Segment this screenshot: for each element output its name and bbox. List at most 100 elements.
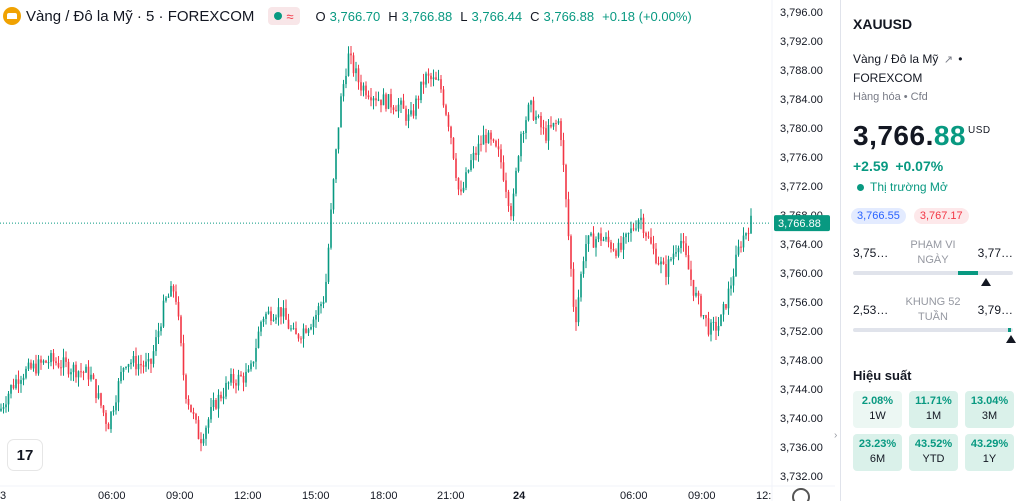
candle-body — [610, 242, 612, 249]
symbol-description: Vàng / Đô la Mỹ ↗ • FOREXCOM — [853, 50, 1013, 87]
x-tick-label: 09:00 — [688, 490, 716, 501]
candle-body — [342, 84, 345, 97]
candle-body — [335, 149, 337, 180]
candle-body — [115, 402, 117, 411]
y-tick-label: 3,796.00 — [780, 7, 823, 19]
candle-body — [317, 306, 320, 315]
candle-body — [730, 285, 732, 289]
candle-body — [75, 364, 77, 378]
candle-body — [582, 261, 585, 274]
candle-body — [62, 357, 65, 368]
candle-body — [352, 55, 355, 74]
external-link-icon[interactable]: ↗ — [943, 54, 953, 66]
candle-body — [370, 97, 372, 101]
symbol-full-name[interactable]: Vàng / Đô la Mỹ — [853, 52, 939, 66]
candle-body — [635, 228, 637, 230]
perf-cell-1w[interactable]: 2.08% 1W — [853, 391, 902, 428]
candle-body — [740, 246, 742, 248]
candle-body — [125, 366, 127, 368]
candle-body — [535, 116, 537, 120]
perf-label: YTD — [922, 453, 945, 465]
candle-body — [257, 331, 260, 348]
candle-body — [512, 193, 515, 217]
candle-body — [542, 127, 545, 129]
candle-body — [372, 98, 375, 101]
candle-body — [245, 371, 247, 383]
performance-grid: 2.08% 1W 11.71% 1M 13.04% 3M 23.23% 6M 43.52… — [853, 391, 1015, 471]
candle-body — [600, 233, 602, 241]
candle-body — [470, 160, 472, 170]
candle-body — [602, 239, 605, 241]
legend-title[interactable]: Vàng / Đô la Mỹ · 5 · FOREXCOM — [26, 7, 255, 25]
candle-body — [135, 355, 137, 370]
candle-body — [362, 85, 365, 91]
candle-body — [112, 410, 115, 412]
perf-cell-1m[interactable]: 11.71% 1M — [909, 391, 958, 428]
chart-pane[interactable]: 3,796.00 3,792.00 3,788.00 3,784.00 3,780.00… — [0, 0, 835, 501]
candle-body — [30, 362, 32, 369]
candle-body — [215, 400, 217, 409]
candle-body — [690, 269, 692, 280]
candle-body — [355, 68, 357, 74]
candle-body — [170, 285, 172, 297]
candle-body — [85, 366, 87, 373]
candle-body — [707, 318, 710, 335]
perf-cell-1y[interactable]: 43.29% 1Y — [965, 434, 1014, 471]
candle-body — [430, 75, 432, 80]
candle-body — [487, 132, 490, 144]
price-chart[interactable]: 3,796.00 3,792.00 3,788.00 3,784.00 3,780.00… — [0, 0, 835, 501]
candle-body — [127, 364, 130, 367]
panel-resize-handle-icon[interactable]: › — [834, 430, 838, 441]
candle-body — [290, 328, 292, 330]
candle-body — [630, 228, 632, 234]
candle-body — [385, 94, 387, 109]
candle-body — [717, 325, 720, 331]
candle-body — [267, 311, 270, 314]
candle-body — [747, 233, 750, 235]
perf-cell-3m[interactable]: 13.04% 3M — [965, 391, 1014, 428]
candle-body — [110, 411, 112, 430]
candle-body — [327, 247, 330, 282]
perf-cell-6m[interactable]: 23.23% 6M — [853, 434, 902, 471]
candle-body — [35, 363, 37, 374]
ohlc-high-key: H — [388, 8, 398, 24]
candle-body — [725, 304, 727, 309]
x-tick-label: 24 — [513, 490, 526, 501]
chart-settings-gear-icon[interactable] — [792, 488, 810, 501]
candle-body — [497, 146, 500, 150]
y-tick-label: 3,776.00 — [780, 152, 823, 164]
candle-body — [580, 273, 582, 298]
price-integer: 3,766. — [853, 120, 934, 151]
candle-body — [665, 264, 667, 277]
y-tick-label: 3,788.00 — [780, 65, 823, 77]
candle-body — [705, 315, 707, 319]
market-status-pill[interactable]: ≈ — [268, 7, 300, 25]
candle-body — [687, 255, 690, 270]
candle-body — [375, 98, 377, 101]
candle-body — [742, 235, 745, 248]
candle-body — [15, 379, 17, 389]
y-tick-label: 3,780.00 — [780, 123, 823, 135]
price-currency: USD — [968, 125, 991, 136]
candle-body — [732, 276, 735, 286]
candle-body — [457, 177, 460, 190]
day-range-label: PHẠM VI NGÀY — [910, 239, 956, 266]
candle-body — [17, 379, 20, 384]
candle-body — [240, 374, 242, 377]
year-range-track — [853, 328, 1013, 332]
tradingview-logo[interactable]: 17 — [8, 440, 42, 470]
candle-body — [82, 371, 85, 373]
candle-body — [95, 379, 97, 399]
perf-value: 43.29% — [970, 438, 1009, 450]
y-tick-label: 3,764.00 — [780, 239, 823, 251]
candle-body — [187, 399, 190, 405]
candle-body — [750, 215, 752, 234]
x-tick-label: 09:00 — [166, 490, 194, 501]
candle-body — [737, 246, 740, 255]
perf-cell-ytd[interactable]: 43.52% YTD — [909, 434, 958, 471]
ohlc-open-value: 3,766.70 — [329, 8, 381, 24]
candle-body — [450, 126, 452, 138]
symbol-exchange[interactable]: FOREXCOM — [853, 71, 923, 85]
candle-body — [72, 364, 75, 373]
candle-body — [595, 239, 597, 248]
